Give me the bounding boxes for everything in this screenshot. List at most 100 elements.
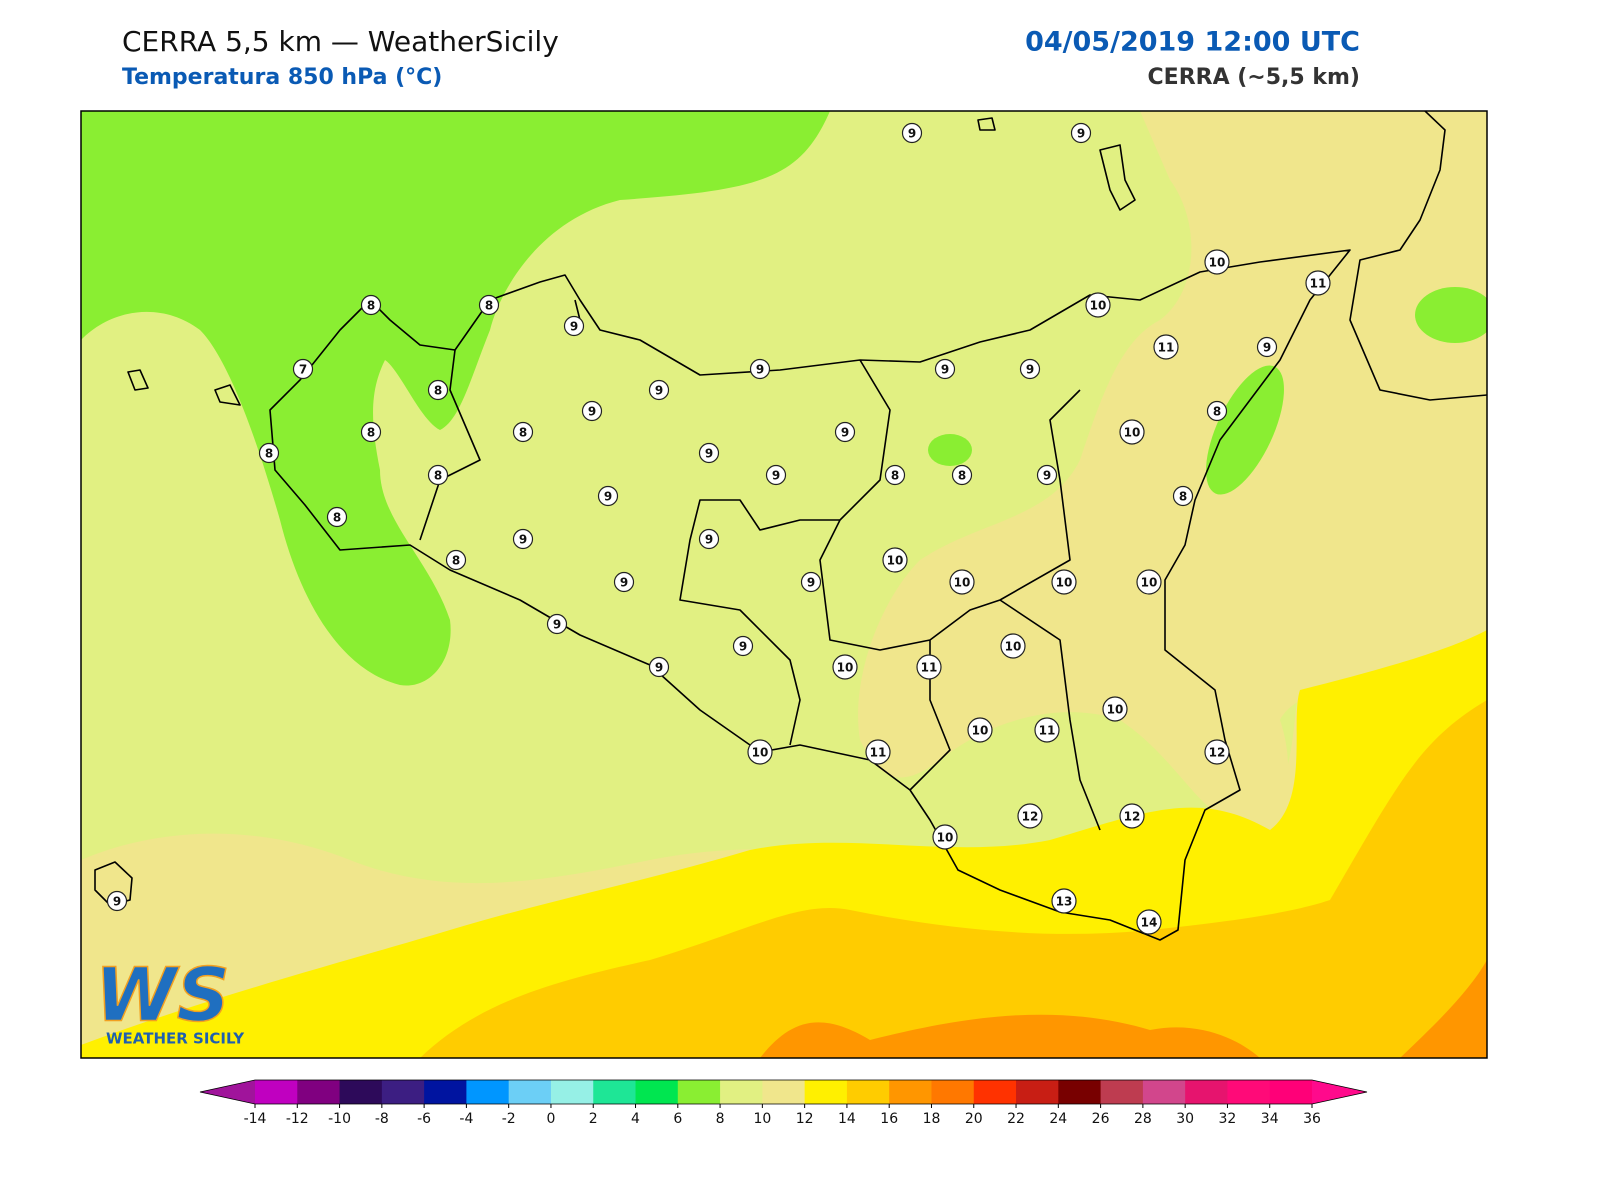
colorbar: -14 -12 -10 -8 -6 -4 -2 0 2 4 6 8 10 12 14 16 18 20 22 24 26…: [199, 1079, 1368, 1127]
station-value: 9: [604, 490, 612, 504]
station-marker: [427, 464, 449, 486]
title: CERRA 5,5 km — WeatherSicily: [122, 25, 559, 58]
station-marker: [360, 421, 382, 443]
field-6-8: [1206, 365, 1284, 495]
colorbar-tick-label: 10: [753, 1111, 771, 1127]
colorbar-segment: [635, 1080, 679, 1104]
colorbar-tick-label: 26: [1092, 1111, 1110, 1127]
field-14-16: [420, 700, 1487, 1058]
colorbar-extend-low: [200, 1080, 255, 1104]
colorbar-tick-label: 0: [546, 1111, 555, 1127]
station-value: 9: [1263, 341, 1271, 355]
station-value: 8: [1213, 405, 1221, 419]
station-marker: [800, 571, 822, 593]
colorbar-tick-label: -2: [502, 1111, 516, 1127]
station-marker: [1206, 400, 1228, 422]
station-marker: [1102, 696, 1128, 722]
station-value: 10: [752, 746, 769, 760]
station-marker: [1019, 358, 1041, 380]
station-value: 9: [705, 447, 713, 461]
logo: WS WEATHER SICILY: [94, 952, 245, 1048]
station-value: 8: [265, 447, 273, 461]
station-value: 9: [772, 469, 780, 483]
station-marker: [597, 485, 619, 507]
station-value: 8: [333, 511, 341, 525]
colorbar-tick-label: 6: [673, 1111, 682, 1127]
station-value: 9: [756, 363, 764, 377]
colorbar-extend-high: [1312, 1080, 1367, 1104]
station-marker: [512, 421, 534, 443]
station-value: 9: [739, 640, 747, 654]
colorbar-segment: [1016, 1080, 1059, 1104]
station-marker: [1034, 717, 1060, 743]
station-value: 9: [705, 533, 713, 547]
station-marker: [949, 569, 975, 595]
region-border: [419, 299, 1101, 831]
colorbar-segment: [593, 1080, 637, 1104]
colorbar-tick-label: -8: [375, 1111, 389, 1127]
colorbar-segment: [424, 1080, 467, 1104]
station-marker: [698, 528, 720, 550]
colorbar-segment: [508, 1080, 552, 1104]
station-marker: [916, 654, 942, 680]
station-marker: [951, 464, 973, 486]
station-marker: [698, 442, 720, 464]
station-value: 10: [837, 661, 854, 675]
logo-mark: WS: [95, 953, 230, 1039]
station-value: 12: [1209, 746, 1226, 760]
station-value: 14: [1141, 916, 1158, 930]
stations: 9 9 10 11 10 8 8 9 7 8 9 9 9 9 11 9 9 8 8 9 10 8 8 8 9 9 8 8 9 8 9 8 9 9 8…: [106, 122, 1331, 935]
station-value: 10: [887, 554, 904, 568]
station-value: 8: [519, 426, 527, 440]
station-value: 9: [620, 576, 628, 590]
station-value: 10: [1141, 576, 1158, 590]
station-marker: [581, 400, 603, 422]
colorbar-tick-label: 16: [880, 1111, 898, 1127]
station-value: 10: [1209, 256, 1226, 270]
colorbar-segment: [846, 1080, 890, 1104]
colorbar-segment: [255, 1080, 298, 1104]
station-marker: [834, 421, 856, 443]
station-marker: [1119, 419, 1145, 445]
station-marker: [1172, 485, 1194, 507]
station-value: 12: [1022, 810, 1039, 824]
colorbar-tick-label: 30: [1176, 1111, 1194, 1127]
station-value: 10: [954, 576, 971, 590]
station-value: 10: [1056, 576, 1073, 590]
station-marker: [967, 717, 993, 743]
colorbar-segment: [1058, 1080, 1102, 1104]
station-value: 9: [1043, 469, 1051, 483]
station-marker: [865, 739, 891, 765]
station-value: 9: [655, 384, 663, 398]
colorbar-segment: [1269, 1080, 1313, 1104]
colorbar-segment: [1100, 1080, 1144, 1104]
colorbar-tick-label: 36: [1303, 1111, 1321, 1127]
colorbar-tick-label: -12: [286, 1111, 309, 1127]
station-value: 9: [941, 363, 949, 377]
station-marker: [1000, 633, 1026, 659]
colorbar-segment: [339, 1080, 383, 1104]
station-marker: [546, 613, 568, 635]
coastline-calabria: [1349, 111, 1487, 401]
field-6-8: [1415, 287, 1487, 343]
station-value: 8: [434, 384, 442, 398]
colorbar-tick-label: 14: [838, 1111, 856, 1127]
station-marker: [1119, 803, 1145, 829]
station-marker: [1204, 739, 1230, 765]
station-marker: [732, 635, 754, 657]
station-value: 11: [1310, 277, 1327, 291]
station-marker: [1051, 888, 1077, 914]
field-16-18: [1400, 960, 1487, 1058]
colorbar-segment: [1227, 1080, 1271, 1104]
logo-name: WEATHER SICILY: [106, 1030, 245, 1048]
colorbar-tick-label: -4: [459, 1111, 473, 1127]
station-value: 10: [1090, 299, 1107, 313]
map-frame: [80, 110, 1488, 1059]
station-marker: [326, 506, 348, 528]
station-value: 9: [570, 320, 578, 334]
station-marker: [1070, 122, 1092, 144]
colorbar-tick-label: 4: [631, 1111, 640, 1127]
station-value: 12: [1124, 810, 1141, 824]
